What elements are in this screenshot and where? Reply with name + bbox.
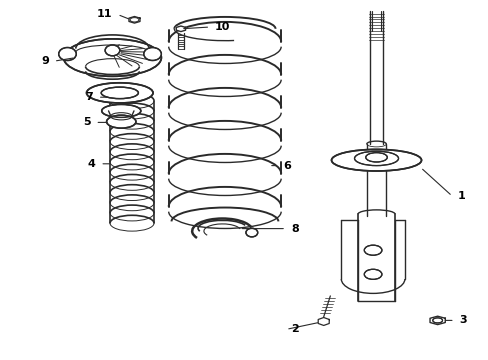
Polygon shape (176, 26, 185, 32)
Text: 11: 11 (97, 9, 112, 19)
Ellipse shape (364, 245, 381, 255)
Text: 9: 9 (41, 56, 49, 66)
Text: 7: 7 (85, 92, 93, 102)
Ellipse shape (86, 83, 153, 103)
Ellipse shape (59, 48, 76, 60)
Ellipse shape (105, 45, 120, 56)
Text: 10: 10 (215, 22, 230, 32)
Ellipse shape (331, 149, 421, 171)
Polygon shape (318, 318, 328, 325)
Polygon shape (129, 17, 140, 23)
Text: 6: 6 (283, 161, 291, 171)
Text: 5: 5 (82, 117, 90, 127)
Ellipse shape (364, 269, 381, 279)
Text: 1: 1 (456, 191, 464, 201)
Ellipse shape (354, 151, 398, 166)
Ellipse shape (365, 153, 386, 162)
Ellipse shape (63, 39, 161, 76)
Text: 4: 4 (87, 159, 95, 169)
Ellipse shape (101, 87, 138, 99)
Text: 8: 8 (290, 224, 298, 234)
Polygon shape (429, 316, 445, 325)
Ellipse shape (245, 228, 257, 237)
Text: 2: 2 (290, 324, 298, 334)
Text: 3: 3 (459, 315, 467, 325)
Ellipse shape (143, 48, 161, 60)
Ellipse shape (102, 104, 141, 117)
Ellipse shape (432, 318, 442, 323)
Ellipse shape (106, 115, 136, 128)
